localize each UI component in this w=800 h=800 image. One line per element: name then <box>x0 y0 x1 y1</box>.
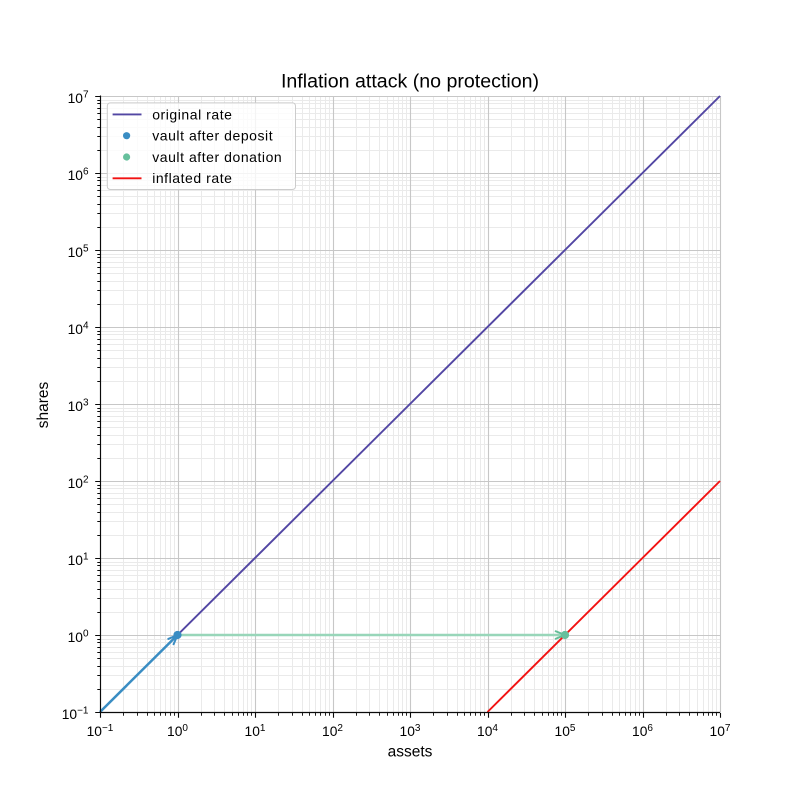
svg-text:vault after deposit: vault after deposit <box>152 128 273 144</box>
svg-text:shares: shares <box>35 381 52 428</box>
svg-text:vault after donation: vault after donation <box>152 149 282 165</box>
svg-text:assets: assets <box>388 744 433 761</box>
svg-text:Inflation attack (no protectio: Inflation attack (no protection) <box>281 71 539 93</box>
svg-text:original rate: original rate <box>152 106 232 122</box>
svg-text:inflated rate: inflated rate <box>152 170 232 186</box>
